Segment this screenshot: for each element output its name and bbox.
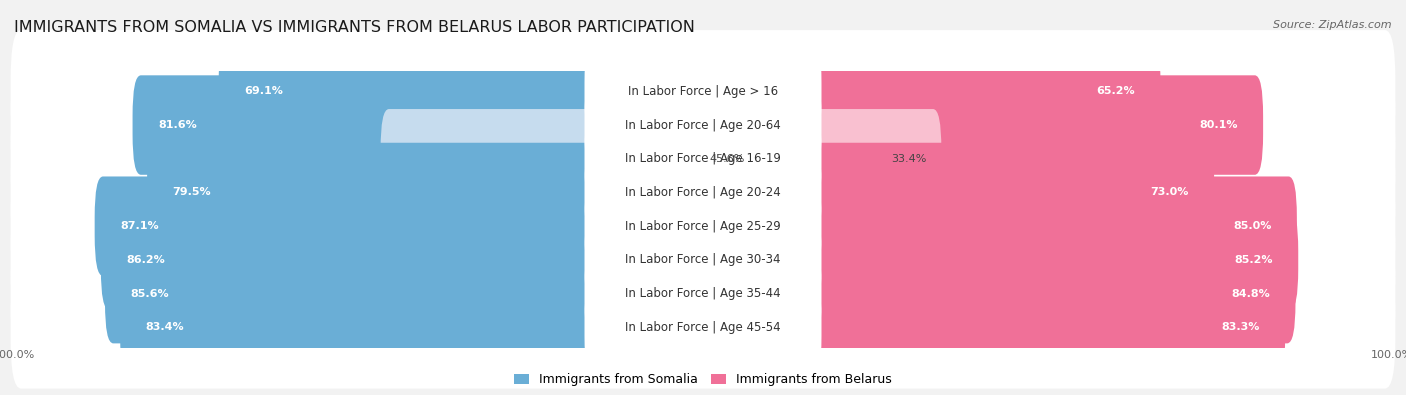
FancyBboxPatch shape	[695, 41, 1160, 141]
FancyBboxPatch shape	[11, 30, 1395, 152]
Text: 73.0%: 73.0%	[1150, 188, 1188, 198]
Text: In Labor Force | Age 35-44: In Labor Force | Age 35-44	[626, 287, 780, 300]
Text: 85.2%: 85.2%	[1234, 255, 1272, 265]
Text: 85.6%: 85.6%	[131, 289, 169, 299]
Text: 69.1%: 69.1%	[245, 87, 283, 96]
FancyBboxPatch shape	[585, 75, 821, 175]
Text: In Labor Force | Age 30-34: In Labor Force | Age 30-34	[626, 254, 780, 267]
FancyBboxPatch shape	[695, 177, 1296, 276]
FancyBboxPatch shape	[695, 75, 1263, 175]
Text: 83.3%: 83.3%	[1222, 322, 1260, 332]
FancyBboxPatch shape	[105, 244, 711, 343]
Text: In Labor Force | Age 20-64: In Labor Force | Age 20-64	[626, 118, 780, 132]
Text: In Labor Force | Age > 16: In Labor Force | Age > 16	[628, 85, 778, 98]
Text: 85.0%: 85.0%	[1233, 221, 1271, 231]
FancyBboxPatch shape	[695, 244, 1295, 343]
FancyBboxPatch shape	[585, 41, 821, 141]
Text: IMMIGRANTS FROM SOMALIA VS IMMIGRANTS FROM BELARUS LABOR PARTICIPATION: IMMIGRANTS FROM SOMALIA VS IMMIGRANTS FR…	[14, 20, 695, 35]
Text: 81.6%: 81.6%	[157, 120, 197, 130]
FancyBboxPatch shape	[585, 143, 821, 242]
FancyBboxPatch shape	[11, 165, 1395, 288]
Text: 33.4%: 33.4%	[891, 154, 927, 164]
Text: 84.8%: 84.8%	[1232, 289, 1270, 299]
FancyBboxPatch shape	[585, 210, 821, 310]
FancyBboxPatch shape	[695, 109, 942, 209]
FancyBboxPatch shape	[11, 64, 1395, 186]
FancyBboxPatch shape	[132, 75, 711, 175]
FancyBboxPatch shape	[695, 210, 1298, 310]
Text: Source: ZipAtlas.com: Source: ZipAtlas.com	[1274, 20, 1392, 30]
Text: 65.2%: 65.2%	[1097, 87, 1135, 96]
Text: 45.6%: 45.6%	[710, 154, 745, 164]
FancyBboxPatch shape	[11, 98, 1395, 220]
FancyBboxPatch shape	[11, 199, 1395, 321]
Text: 87.1%: 87.1%	[120, 221, 159, 231]
Text: In Labor Force | Age 25-29: In Labor Force | Age 25-29	[626, 220, 780, 233]
Text: In Labor Force | Age 20-24: In Labor Force | Age 20-24	[626, 186, 780, 199]
FancyBboxPatch shape	[585, 109, 821, 209]
FancyBboxPatch shape	[148, 143, 711, 242]
FancyBboxPatch shape	[695, 143, 1215, 242]
FancyBboxPatch shape	[695, 278, 1285, 377]
Legend: Immigrants from Somalia, Immigrants from Belarus: Immigrants from Somalia, Immigrants from…	[509, 368, 897, 391]
FancyBboxPatch shape	[94, 177, 711, 276]
Text: 83.4%: 83.4%	[146, 322, 184, 332]
FancyBboxPatch shape	[585, 244, 821, 343]
FancyBboxPatch shape	[11, 232, 1395, 355]
FancyBboxPatch shape	[585, 278, 821, 377]
Text: In Labor Force | Age 16-19: In Labor Force | Age 16-19	[626, 152, 780, 165]
FancyBboxPatch shape	[381, 109, 711, 209]
Text: 79.5%: 79.5%	[173, 188, 211, 198]
FancyBboxPatch shape	[11, 131, 1395, 254]
FancyBboxPatch shape	[219, 41, 711, 141]
Text: In Labor Force | Age 45-54: In Labor Force | Age 45-54	[626, 321, 780, 334]
FancyBboxPatch shape	[11, 266, 1395, 389]
FancyBboxPatch shape	[101, 210, 711, 310]
FancyBboxPatch shape	[585, 177, 821, 276]
Text: 80.1%: 80.1%	[1199, 120, 1237, 130]
Text: 86.2%: 86.2%	[127, 255, 165, 265]
FancyBboxPatch shape	[120, 278, 711, 377]
